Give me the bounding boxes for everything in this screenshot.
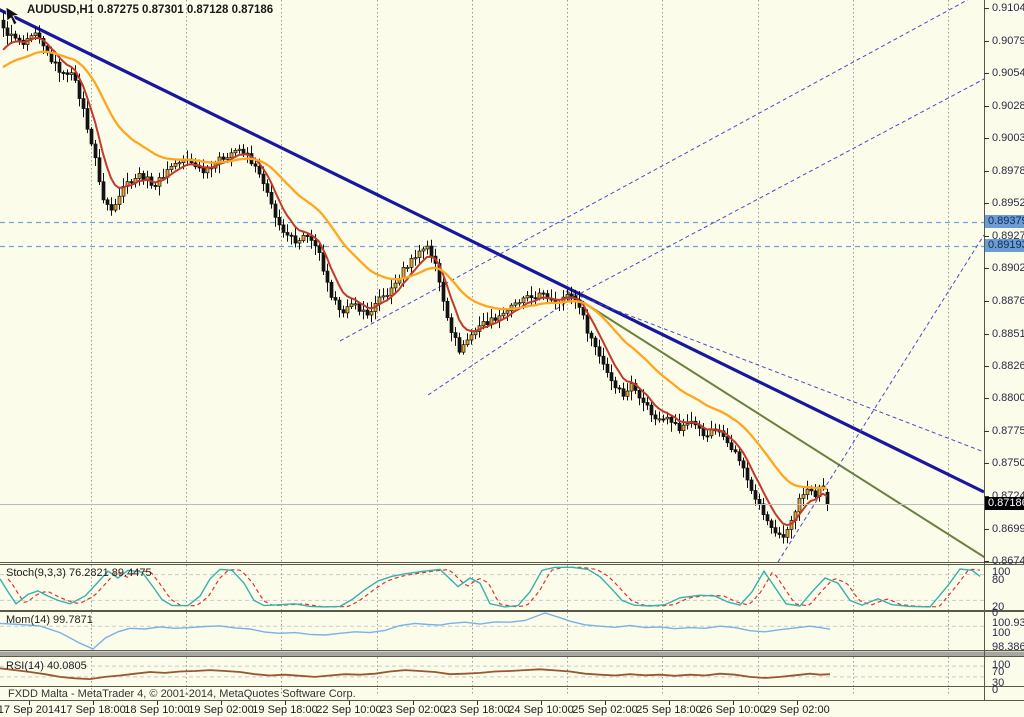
momentum-panel [0, 612, 984, 650]
stoch-panel [0, 566, 984, 608]
ma-slow-orange [2, 50, 828, 491]
rising-wedge-support [427, 299, 571, 396]
axis-tick-marks [29, 8, 989, 705]
grid-vertical-lines [91, 0, 949, 694]
stoch-signal-line [7, 566, 981, 608]
downtrend-main [0, 8, 984, 494]
trendlines [0, 0, 984, 563]
momentum-line [0, 612, 831, 650]
rising-dashed-parallel [567, 78, 984, 301]
rising-dashed-long [339, 0, 969, 342]
rsi-line [0, 667, 831, 681]
main-price-panel [0, 0, 984, 563]
rising-dashed-steep [777, 234, 984, 563]
stoch-main-line [0, 566, 981, 608]
falling-dashed [565, 290, 984, 453]
downtrend-olive [566, 291, 984, 559]
panel-borders [0, 0, 1024, 701]
rsi-panel [0, 665, 984, 681]
horizontal-level-lines [0, 221, 984, 248]
panel-resize-divider [0, 651, 1024, 656]
ma-fast-red [2, 37, 828, 527]
